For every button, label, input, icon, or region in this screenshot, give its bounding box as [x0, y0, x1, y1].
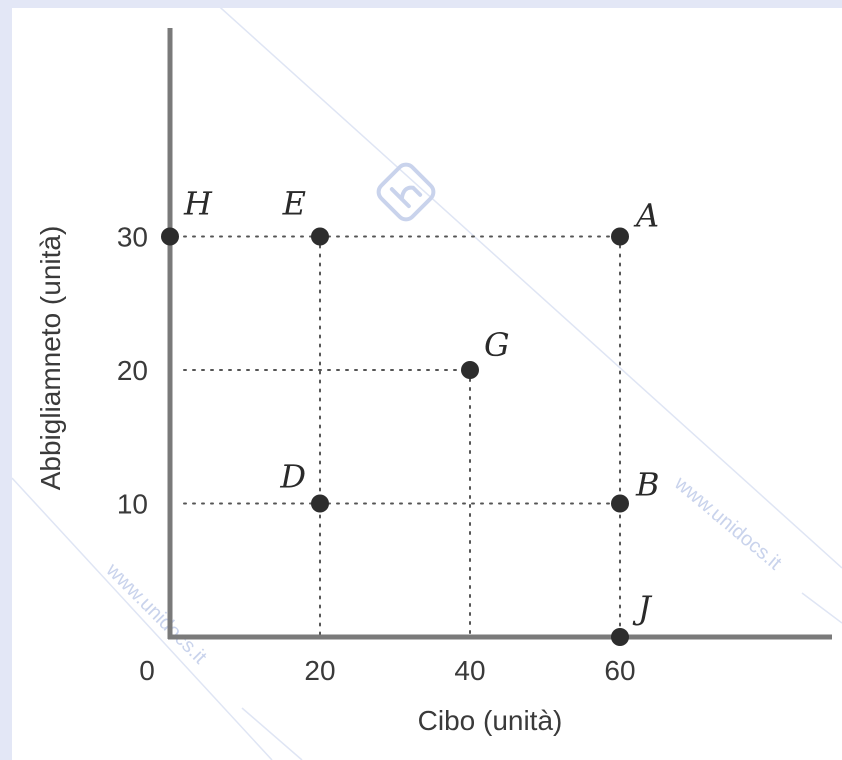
point-E — [311, 227, 329, 246]
x-tick-60: 60 — [604, 655, 635, 686]
data-points: H E A G D B J — [161, 185, 660, 646]
point-D — [311, 494, 329, 513]
watermark-line-2 — [12, 477, 273, 760]
axes — [167, 28, 832, 640]
x-tick-0: 0 — [139, 655, 155, 686]
point-G — [461, 361, 479, 379]
tick-labels: 0 20 40 60 10 20 30 — [117, 222, 636, 687]
x-axis-title: Cibo (unità) — [418, 705, 563, 736]
point-label-J: J — [632, 589, 653, 627]
guide-lines — [183, 235, 621, 638]
watermark-line-3 — [241, 707, 303, 760]
scatter-chart: www.unidocs.it www.unidocs.it 0 20 40 60 10 20… — [12, 8, 842, 760]
point-A — [611, 227, 629, 246]
point-label-E: E — [282, 185, 306, 223]
point-label-D: D — [279, 458, 306, 496]
point-H — [161, 227, 179, 246]
y-tick-30: 30 — [117, 222, 148, 253]
point-label-A: A — [633, 197, 659, 235]
point-label-G: G — [484, 326, 510, 364]
x-tick-40: 40 — [454, 655, 485, 686]
watermark-line-4 — [801, 592, 842, 624]
watermark-text-1: www.unidocs.it — [669, 472, 786, 575]
watermark-logo-icon — [376, 162, 436, 222]
y-axis-title: Abbigliamneto (unità) — [35, 226, 66, 491]
point-J — [611, 628, 629, 646]
watermark-text-2: www.unidocs.it — [101, 559, 211, 669]
x-tick-20: 20 — [304, 655, 335, 686]
point-label-B: B — [635, 466, 660, 504]
point-B — [611, 494, 629, 513]
y-tick-10: 10 — [117, 489, 148, 520]
point-label-H: H — [183, 185, 213, 223]
watermark-line-1 — [219, 8, 842, 569]
y-tick-20: 20 — [117, 355, 148, 386]
chart-panel: www.unidocs.it www.unidocs.it 0 20 40 60 10 20… — [12, 8, 842, 760]
